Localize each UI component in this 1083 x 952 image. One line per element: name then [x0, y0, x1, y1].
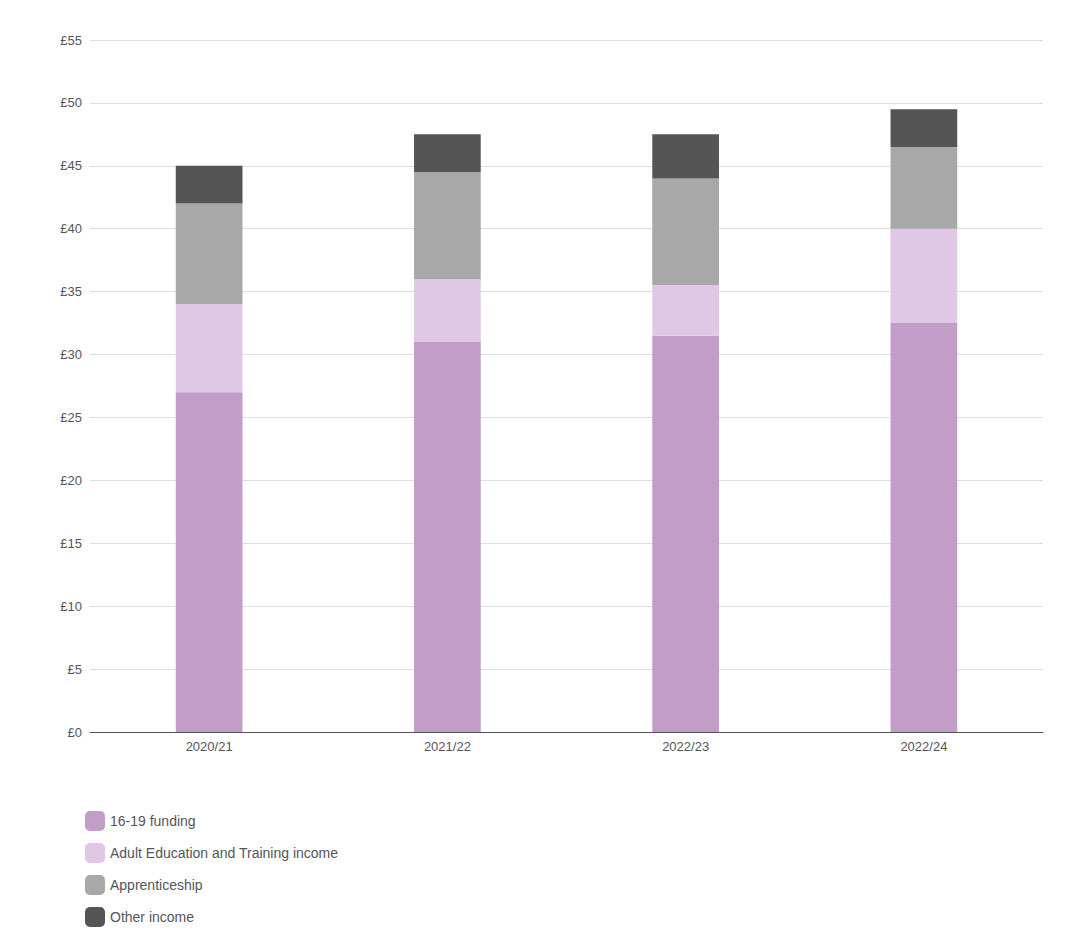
svg-text:£20: £20 — [60, 473, 82, 488]
svg-text:£10: £10 — [60, 599, 82, 614]
svg-text:£40: £40 — [60, 221, 82, 236]
svg-text:£0: £0 — [68, 725, 82, 740]
svg-text:£50: £50 — [60, 95, 82, 110]
svg-text:2020/21: 2020/21 — [186, 739, 233, 754]
svg-text:Adult Education and Training i: Adult Education and Training income — [110, 845, 338, 861]
svg-text:Apprenticeship: Apprenticeship — [110, 877, 203, 893]
svg-text:£25: £25 — [60, 410, 82, 425]
svg-text:Other income: Other income — [110, 909, 194, 925]
svg-text:£30: £30 — [60, 347, 82, 362]
svg-text:£55: £55 — [60, 33, 82, 48]
svg-text:£45: £45 — [60, 158, 82, 173]
svg-text:£15: £15 — [60, 536, 82, 551]
svg-text:16-19 funding: 16-19 funding — [110, 813, 196, 829]
svg-text:£5: £5 — [68, 662, 82, 677]
svg-text:2022/23: 2022/23 — [662, 739, 709, 754]
svg-text:2021/22: 2021/22 — [424, 739, 471, 754]
svg-text:£35: £35 — [60, 284, 82, 299]
svg-text:2022/24: 2022/24 — [900, 739, 947, 754]
